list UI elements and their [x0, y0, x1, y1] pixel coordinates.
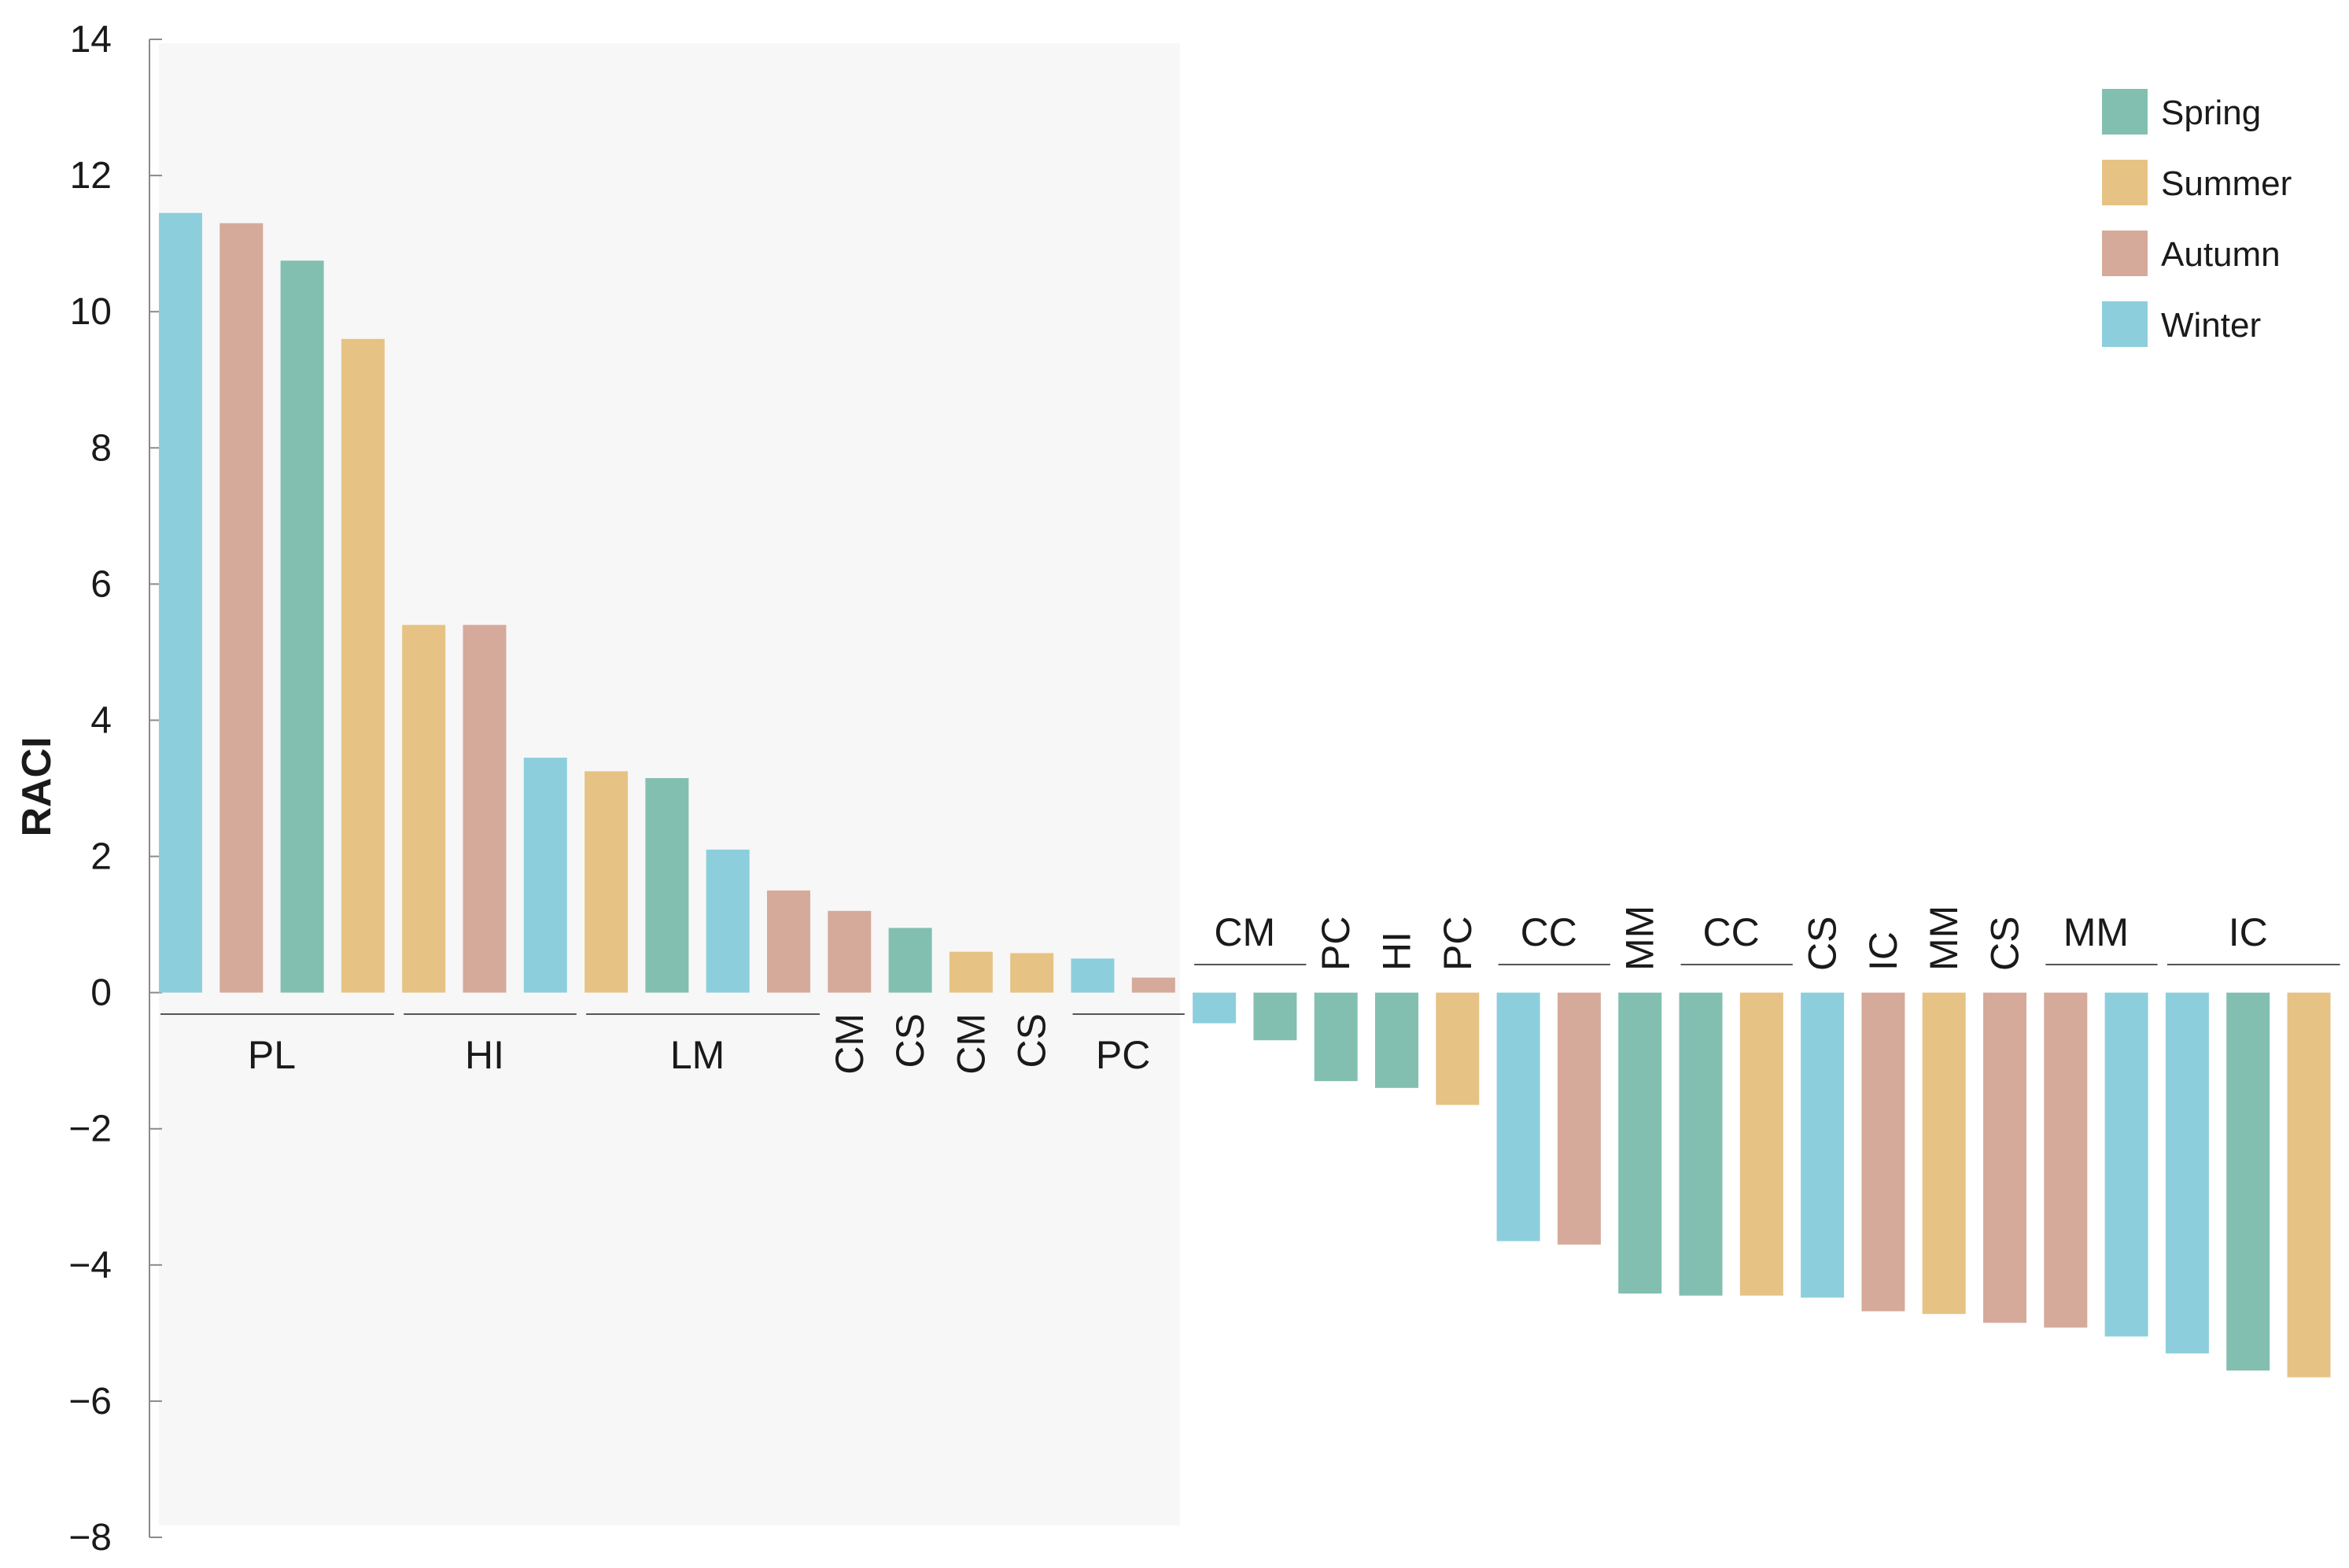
- bar-summer: [584, 771, 629, 993]
- group-label: CS: [1983, 917, 2027, 971]
- bar-summer: [949, 951, 993, 993]
- y-tick-label: 10: [70, 291, 112, 333]
- legend-swatch-winter: [2102, 301, 2148, 347]
- bars-layer: [159, 212, 2331, 1378]
- bar-autumn: [1557, 992, 1601, 1245]
- bar-summer: [341, 338, 385, 993]
- group-label: PC: [1314, 917, 1358, 971]
- bar-winter: [159, 212, 202, 993]
- bar-summer: [1010, 953, 1054, 993]
- bar-spring: [1679, 992, 1723, 1296]
- bar-summer: [1922, 992, 1966, 1315]
- legend-label-spring: Spring: [2161, 94, 2261, 132]
- group-label: CC: [1703, 910, 1760, 954]
- group-label: CS: [888, 1013, 932, 1068]
- bar-winter: [2165, 992, 2209, 1354]
- group-label: MM: [1922, 906, 1966, 971]
- bar-summer: [1436, 992, 1480, 1105]
- bar-autumn: [219, 223, 264, 993]
- bar-autumn: [1861, 992, 1905, 1312]
- bar-autumn: [828, 910, 872, 993]
- y-tick-label: 14: [70, 19, 112, 61]
- bar-winter: [1071, 958, 1115, 993]
- bar-winter: [1801, 992, 1845, 1298]
- group-label: LM: [670, 1033, 725, 1077]
- y-tick-label: −8: [68, 1517, 112, 1559]
- group-label: PL: [248, 1033, 296, 1077]
- bar-spring: [1314, 992, 1358, 1082]
- bar-winter: [523, 758, 567, 993]
- bar-autumn: [1983, 992, 2026, 1323]
- bar-summer: [2287, 992, 2331, 1378]
- group-labels-layer: PL HI LM CM CS CM CS PC CM PC HI PC CC MM CC CS IC MM CS MM…: [160, 906, 2340, 1077]
- group-label: CS: [1801, 917, 1845, 971]
- group-label: CS: [1010, 1013, 1054, 1068]
- y-axis-title: RACI: [14, 736, 60, 836]
- y-tick-label: −2: [68, 1109, 112, 1150]
- legend-label-summer: Summer: [2161, 164, 2292, 203]
- bar-winter: [2104, 992, 2148, 1337]
- group-label: HI: [465, 1033, 504, 1077]
- bar-winter: [1496, 992, 1540, 1241]
- legend-swatch-spring: [2102, 89, 2148, 135]
- y-tick-label: 0: [90, 972, 112, 1014]
- y-tick-label: −4: [68, 1245, 112, 1286]
- y-tick-label: 4: [90, 699, 112, 741]
- bar-winter: [706, 849, 750, 993]
- bar-spring: [1375, 992, 1418, 1088]
- legend: Spring Summer Autumn Winter: [2102, 89, 2292, 347]
- legend-label-autumn: Autumn: [2161, 235, 2281, 274]
- bar-spring: [2226, 992, 2270, 1371]
- bar-autumn: [463, 625, 507, 993]
- bar-autumn: [1131, 977, 1175, 993]
- bar-spring: [645, 778, 689, 993]
- group-label: IC: [2229, 910, 2268, 954]
- y-tick-label: −6: [68, 1381, 112, 1422]
- bar-summer: [1739, 992, 1783, 1296]
- legend-swatch-autumn: [2102, 231, 2148, 276]
- group-label: PC: [1436, 917, 1480, 971]
- y-tick-label: 2: [90, 836, 112, 878]
- group-label: IC: [1861, 932, 1905, 971]
- group-label: CM: [949, 1013, 993, 1075]
- bar-spring: [280, 260, 324, 993]
- bar-autumn: [2044, 992, 2088, 1328]
- bar-autumn: [767, 890, 810, 993]
- bar-summer: [402, 625, 446, 993]
- bar-winter: [1193, 992, 1237, 1024]
- bar-spring: [1618, 992, 1662, 1294]
- group-label: PC: [1096, 1033, 1150, 1077]
- y-tick-label: 12: [70, 155, 112, 197]
- legend-label-winter: Winter: [2161, 306, 2261, 345]
- group-label: CM: [828, 1013, 872, 1075]
- y-tick-label: 6: [90, 563, 112, 605]
- y-axis: 14 12 10 8 6 4 2 0 −2 −4 −6 −8: [68, 19, 162, 1559]
- group-label: MM: [2063, 910, 2129, 954]
- group-label: MM: [1618, 906, 1662, 971]
- group-label: CC: [1521, 910, 1577, 954]
- group-label: HI: [1375, 932, 1419, 971]
- y-tick-label: 8: [90, 427, 112, 469]
- group-label: CM: [1214, 910, 1275, 954]
- bar-spring: [888, 928, 932, 993]
- legend-swatch-summer: [2102, 160, 2148, 205]
- bar-spring: [1253, 992, 1297, 1041]
